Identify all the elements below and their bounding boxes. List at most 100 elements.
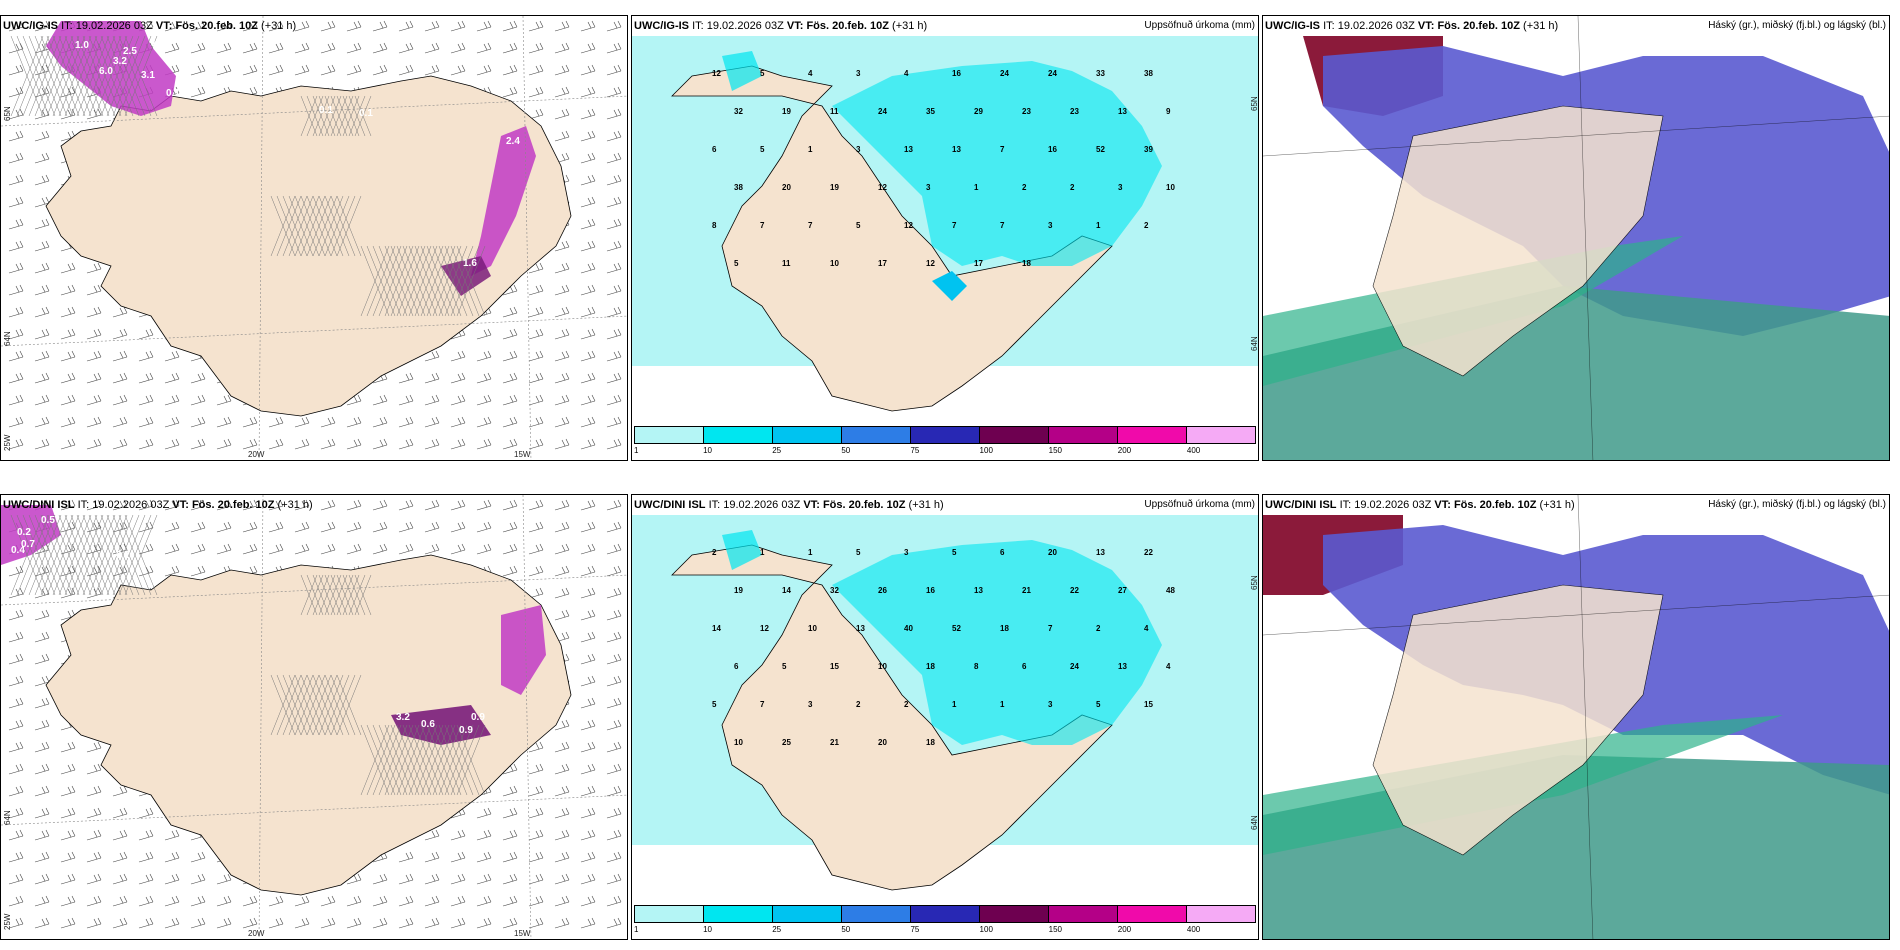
wind-barb	[242, 64, 258, 76]
wind-barb	[112, 416, 128, 428]
wind-barb	[34, 873, 50, 885]
wind-barb	[450, 372, 466, 384]
wind-barb	[554, 499, 570, 511]
wind-barb	[606, 86, 622, 98]
precip-value-label: 32	[830, 586, 839, 595]
wind-barb	[34, 609, 50, 621]
wind-barb	[476, 829, 492, 841]
wind-barb	[502, 873, 518, 885]
snow-depth-label: 0.9	[471, 712, 485, 723]
wind-barb	[580, 697, 596, 709]
precip-value-label: 23	[1022, 107, 1031, 116]
wind-barb	[164, 851, 180, 863]
wind-barb	[554, 785, 570, 797]
colorbar-tick-label: 25	[772, 446, 782, 455]
precip-value-label: 16	[926, 586, 935, 595]
precip-value-label: 3	[926, 183, 931, 192]
wind-barb	[112, 851, 128, 863]
wind-barb	[476, 20, 492, 32]
wind-barb	[86, 328, 102, 340]
lat-label-65n: 65N	[3, 106, 12, 121]
precip-title: Uppsöfnuð úrkoma (mm)	[1144, 499, 1255, 510]
wind-barb	[528, 873, 544, 885]
wind-barb	[86, 306, 102, 318]
precip-value-label: 2	[904, 700, 909, 709]
lat-label-64n: 64N	[1250, 815, 1259, 830]
wind-barb	[606, 741, 622, 753]
precip-value-label: 19	[830, 183, 839, 192]
wind-barb	[580, 42, 596, 54]
wind-barb	[580, 873, 596, 885]
precip-value-label: 12	[760, 624, 769, 633]
wind-barb	[86, 895, 102, 907]
wind-barb	[86, 438, 102, 450]
wind-barb	[554, 86, 570, 98]
wind-barb	[424, 350, 440, 362]
wind-barb	[242, 895, 258, 907]
wind-barb	[164, 521, 180, 533]
wind-barb	[242, 499, 258, 511]
wind-barb	[554, 807, 570, 819]
precip-value-label: 10	[1166, 183, 1175, 192]
wind-barb	[216, 42, 232, 54]
wind-barb	[554, 565, 570, 577]
wind-barb	[476, 438, 492, 450]
wind-barb	[268, 20, 284, 32]
precip-value-label: 7	[1048, 624, 1053, 633]
wind-barb	[320, 416, 336, 428]
wind-barb	[424, 438, 440, 450]
wind-barb	[112, 873, 128, 885]
precip-value-label: 2	[712, 548, 717, 557]
wind-barb	[554, 42, 570, 54]
wind-barb	[164, 42, 180, 54]
wind-barb	[346, 20, 362, 32]
wind-barb	[216, 438, 232, 450]
wind-barb	[294, 543, 310, 555]
precip-value-label: 18	[926, 738, 935, 747]
wind-barb	[138, 521, 154, 533]
wind-barb	[606, 196, 622, 208]
wind-barb	[606, 394, 622, 406]
wind-barb	[580, 763, 596, 775]
precip-value-label: 5	[760, 69, 765, 78]
wind-barb	[60, 438, 76, 450]
wind-barb	[476, 328, 492, 340]
precip-value-label: 12	[712, 69, 721, 78]
wind-barb	[450, 350, 466, 362]
wind-barb	[86, 587, 102, 599]
wind-barb	[424, 20, 440, 32]
wind-barb	[606, 240, 622, 252]
wind-barb	[580, 108, 596, 120]
precip-value-label: 2	[856, 700, 861, 709]
snow-depth-label: 0.2	[116, 550, 130, 561]
wind-barb	[528, 499, 544, 511]
wind-barb	[8, 807, 24, 819]
precip-value-label: 39	[1144, 145, 1153, 154]
precip-colorbar	[634, 905, 1256, 923]
precip-value-label: 5	[856, 221, 861, 230]
wind-barb	[34, 152, 50, 164]
wind-barb	[528, 521, 544, 533]
wind-barb	[606, 609, 622, 621]
wind-barb	[398, 521, 414, 533]
wind-barb	[268, 42, 284, 54]
wind-barb	[112, 328, 128, 340]
wind-barb	[138, 416, 154, 428]
precip-value-label: 35	[926, 107, 935, 116]
colorbar-tick-label: 10	[703, 446, 713, 455]
wind-barb	[294, 438, 310, 450]
precip-value-label: 10	[734, 738, 743, 747]
lon-label-20w: 20W	[248, 929, 265, 938]
precip-value-label: 5	[782, 662, 787, 671]
wind-barb	[138, 372, 154, 384]
wind-barb	[424, 64, 440, 76]
lat-label-64n: 64N	[3, 810, 12, 825]
wind-barb	[164, 372, 180, 384]
precip-value-label: 24	[878, 107, 887, 116]
wind-barb	[8, 565, 24, 577]
wind-barb	[450, 42, 466, 54]
wind-barb	[580, 240, 596, 252]
wind-barb	[138, 543, 154, 555]
wind-barb	[320, 20, 336, 32]
snow-map-top: 1.01.62.53.26.03.10.10.12.40.11.6	[1, 16, 627, 460]
